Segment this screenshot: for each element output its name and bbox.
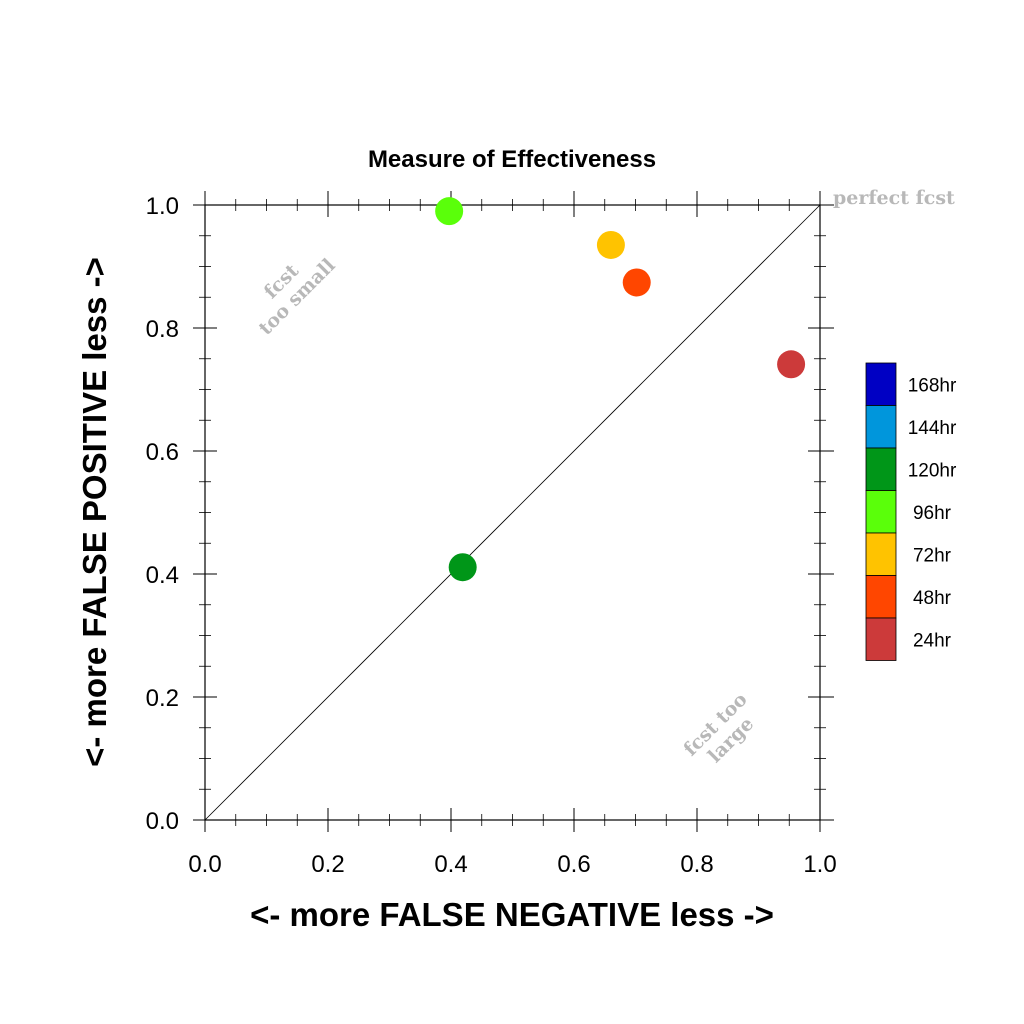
data-point-72hr [596, 230, 625, 259]
data-point-24hr [777, 350, 806, 379]
y-tick-label: 1.0 [146, 193, 179, 220]
legend-swatch-168hr [865, 362, 897, 406]
x-tick-label: 0.0 [188, 851, 221, 878]
perfect-fcst-annotation: perfect fcst [833, 187, 955, 209]
x-tick-label: 0.6 [557, 851, 590, 878]
data-point-96hr [435, 197, 464, 226]
fcst-too-large-annotation: fcst toolarge [679, 688, 767, 776]
x-tick-label: 0.4 [434, 851, 467, 878]
legend-label: 48hr [913, 588, 952, 609]
data-points [435, 197, 806, 582]
annotation-line: too small [255, 255, 340, 340]
legend-swatch-96hr [865, 490, 897, 534]
legend-label: 144hr [908, 418, 957, 439]
y-tick-label: 0.2 [146, 685, 179, 712]
legend-swatch-120hr [865, 447, 897, 491]
legend-swatch-48hr [865, 575, 897, 619]
legend-swatch-24hr [865, 617, 897, 661]
x-tick-label: 0.2 [311, 851, 344, 878]
legend: 168hr 144hr 120hr 96hr 72hr 48hr 24hr [865, 362, 957, 661]
legend-label: 72hr [913, 545, 952, 566]
y-axis-title: <- more FALSE POSITIVE less -> [76, 257, 113, 767]
legend-label: 168hr [908, 375, 957, 396]
legend-swatch-72hr [865, 532, 897, 576]
x-tick-label: 1.0 [803, 851, 836, 878]
x-tick-label: 0.8 [680, 851, 713, 878]
axes: 0.0 0.0 0.2 0.2 0.4 0.4 0.6 0.6 0.8 0.8 1.0 1.0 [146, 191, 837, 878]
y-tick-label: 0.8 [146, 316, 179, 343]
data-point-48hr [622, 268, 651, 297]
legend-label: 96hr [913, 503, 952, 524]
y-tick-label: 0.6 [146, 439, 179, 466]
diagonal-reference-line [204, 204, 821, 821]
data-point-120hr [448, 553, 477, 582]
fcst-too-small-annotation: fcsttoo small [239, 239, 340, 340]
y-tick-label: 0.0 [146, 808, 179, 835]
x-axis-title: <- more FALSE NEGATIVE less -> [250, 896, 774, 933]
legend-swatch-144hr [865, 405, 897, 449]
annotations: perfect fcst fcsttoo small fcst toolarge [239, 187, 956, 776]
chart-title: Measure of Effectiveness [368, 146, 656, 173]
legend-label: 24hr [913, 630, 952, 651]
legend-label: 120hr [908, 460, 957, 481]
y-tick-label: 0.4 [146, 562, 179, 589]
